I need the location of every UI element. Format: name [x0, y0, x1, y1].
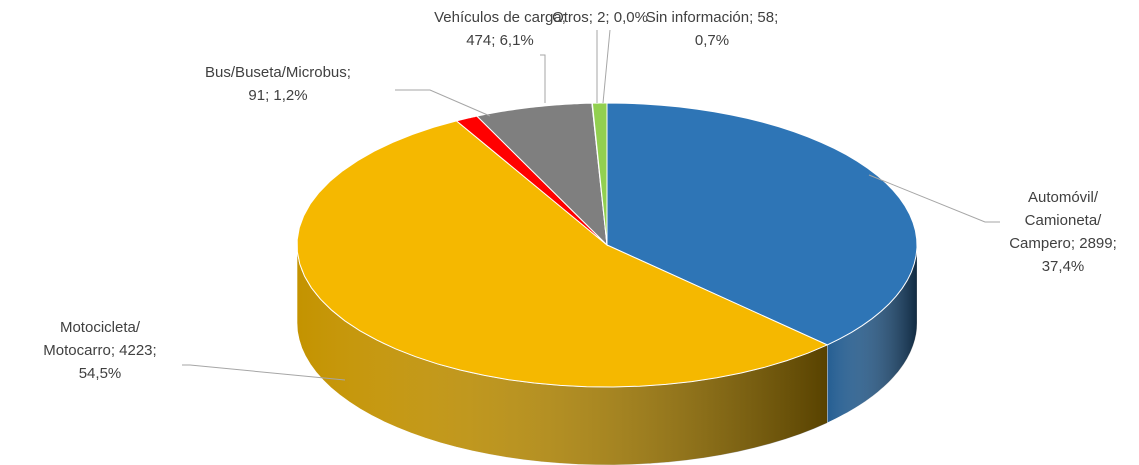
data-label: Bus/Buseta/Microbus; [205, 64, 351, 81]
leader-line [868, 174, 1000, 223]
data-label: Motocicleta/ [60, 319, 141, 336]
data-label: Vehículos de carga; [434, 9, 566, 26]
data-label: 0,7% [695, 32, 729, 49]
pie-slice [296, 120, 829, 388]
data-label: Motocarro; 4223; [43, 342, 156, 359]
pie-slice [455, 115, 608, 246]
leader-line [182, 364, 346, 381]
data-label: 91; 1,2% [248, 87, 307, 104]
data-label: Otros; 2; 0,0% [552, 9, 648, 26]
data-label: Sin información; 58; [646, 9, 779, 26]
pie-side-shade [297, 245, 828, 465]
pie-slice [475, 102, 608, 247]
pie-slice [591, 102, 608, 246]
data-label: 37,4% [1042, 258, 1085, 275]
data-label: 54,5% [79, 365, 122, 382]
pie-tops [296, 102, 918, 388]
pie-slice [606, 102, 918, 346]
leader-line [602, 29, 611, 104]
leader-line [395, 89, 491, 117]
leader-line [540, 54, 546, 103]
data-label: Campero; 2899; [1009, 235, 1117, 252]
data-label: Automóvil/ [1028, 189, 1099, 206]
data-labels: Automóvil/Camioneta/Campero; 2899; 37,4% M… [43, 9, 1116, 382]
pie-side-shade [827, 245, 917, 423]
data-label: 474; 6,1% [466, 32, 534, 49]
data-label: Camioneta/ [1025, 212, 1103, 229]
